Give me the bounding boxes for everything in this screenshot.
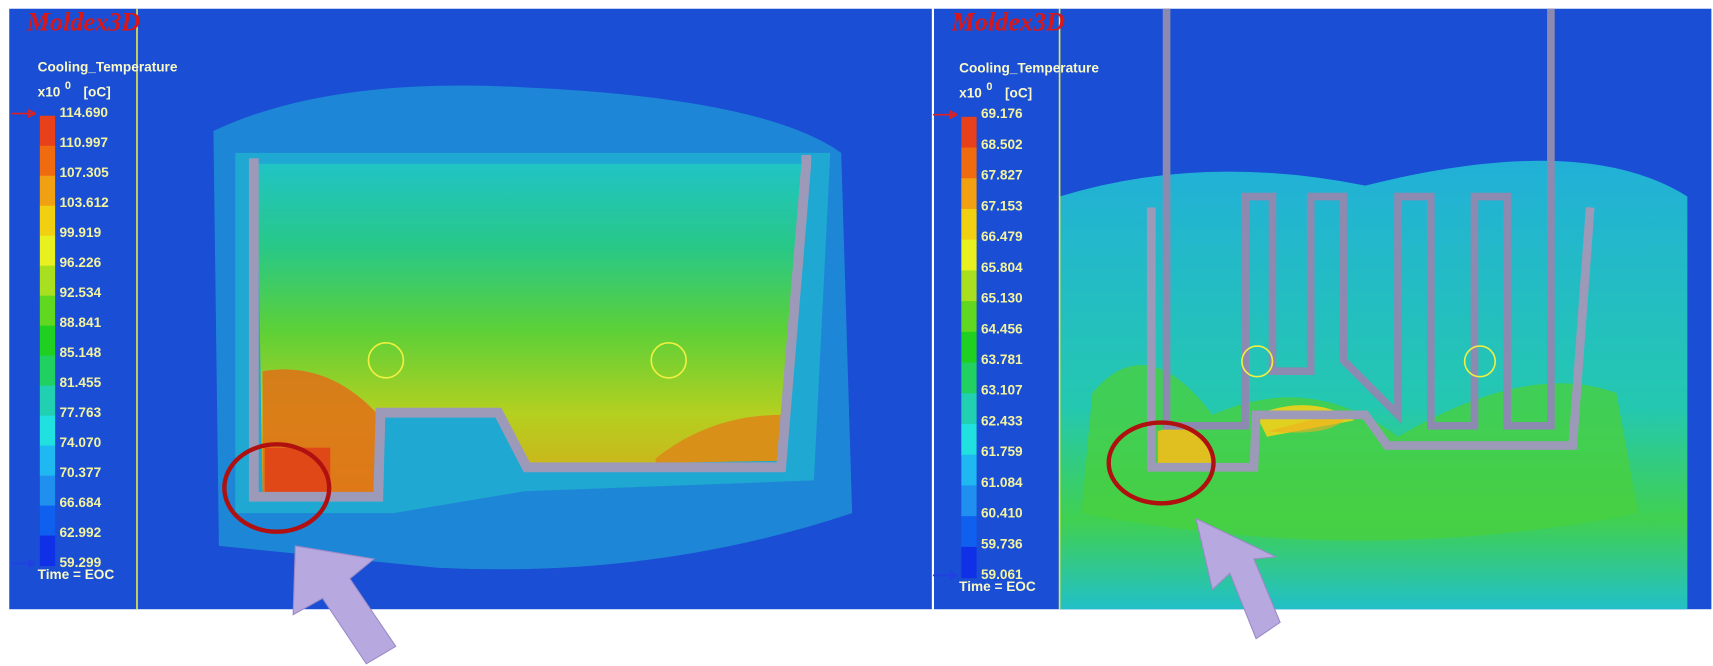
legend-label: 69.176 [981, 106, 1023, 121]
legend-label: 99.919 [59, 225, 101, 240]
legend-band [961, 516, 976, 547]
legend-band [961, 485, 976, 516]
legend-band [961, 209, 976, 240]
time-label: Time = EOC [959, 579, 1036, 594]
legend-band [961, 240, 976, 271]
legend-band [40, 386, 55, 417]
legend-label: 81.455 [59, 375, 101, 390]
legend-label: 61.084 [981, 475, 1023, 490]
brand-logo: Moldex3D [26, 8, 141, 37]
page: Moldex3D Cooling_Temperature x10 0 [oC] 114.6… [0, 0, 1713, 666]
legend-label: 96.226 [59, 255, 101, 270]
legend-band [40, 206, 55, 237]
left-hotspot [265, 448, 331, 496]
legend-label: 92.534 [59, 285, 101, 300]
legend-title: Cooling_Temperature [38, 59, 178, 74]
legend-label: 65.804 [981, 260, 1023, 275]
legend-label: 60.410 [981, 506, 1023, 521]
legend-band [961, 148, 976, 179]
legend-label: 66.479 [981, 229, 1023, 244]
legend-band [40, 116, 55, 147]
brand-logo: Moldex3D [950, 8, 1065, 37]
legend-label: 68.502 [981, 137, 1023, 152]
legend-label: 114.690 [59, 105, 108, 120]
legend-label: 107.305 [59, 165, 109, 180]
legend-label: 74.070 [59, 435, 101, 450]
legend-band [961, 117, 976, 148]
legend-label: 103.612 [59, 195, 109, 210]
legend-label: 67.153 [981, 198, 1023, 213]
screenshot: Moldex3D Cooling_Temperature x10 0 [oC] 114.6… [0, 0, 1713, 666]
legend-scale: x10 [959, 86, 982, 101]
legend-unit: [oC] [1005, 86, 1032, 101]
legend-band [40, 356, 55, 387]
legend-label: 85.148 [59, 345, 101, 360]
legend-band [961, 301, 976, 332]
legend-band [40, 536, 55, 567]
legend-band [40, 416, 55, 447]
legend-label: 67.827 [981, 168, 1023, 183]
legend-label: 64.456 [981, 321, 1023, 336]
legend-label: 63.781 [981, 352, 1023, 367]
legend-label: 63.107 [981, 383, 1023, 398]
legend-band [961, 424, 976, 455]
legend-exponent: 0 [65, 80, 71, 92]
legend-band [961, 332, 976, 363]
legend-band [961, 455, 976, 486]
legend-scale: x10 [38, 84, 61, 99]
legend-band [40, 266, 55, 297]
legend-band [961, 178, 976, 209]
legend-exponent: 0 [986, 81, 992, 93]
time-label: Time = EOC [38, 567, 115, 582]
legend-band [40, 326, 55, 357]
legend-label: 59.736 [981, 536, 1023, 551]
legend-label: 61.759 [981, 444, 1023, 459]
legend-band [40, 506, 55, 537]
legend-band [40, 146, 55, 177]
legend-title: Cooling_Temperature [959, 60, 1099, 75]
legend-label: 88.841 [59, 315, 101, 330]
legend-label: 110.997 [59, 135, 107, 150]
legend-band [40, 476, 55, 507]
legend-band [40, 236, 55, 267]
legend-label: 70.377 [59, 465, 101, 480]
legend-band [40, 176, 55, 207]
legend-label: 62.433 [981, 413, 1023, 428]
legend-band [961, 393, 976, 424]
legend-label: 62.992 [59, 525, 101, 540]
legend-label: 77.763 [59, 405, 101, 420]
legend-label: 65.130 [981, 291, 1023, 306]
legend-band [40, 296, 55, 327]
legend-band [961, 270, 976, 301]
legend-unit: [oC] [84, 84, 111, 99]
legend-band [40, 446, 55, 477]
legend-label: 66.684 [59, 495, 101, 510]
legend-band [961, 547, 976, 578]
legend-band [961, 363, 976, 394]
